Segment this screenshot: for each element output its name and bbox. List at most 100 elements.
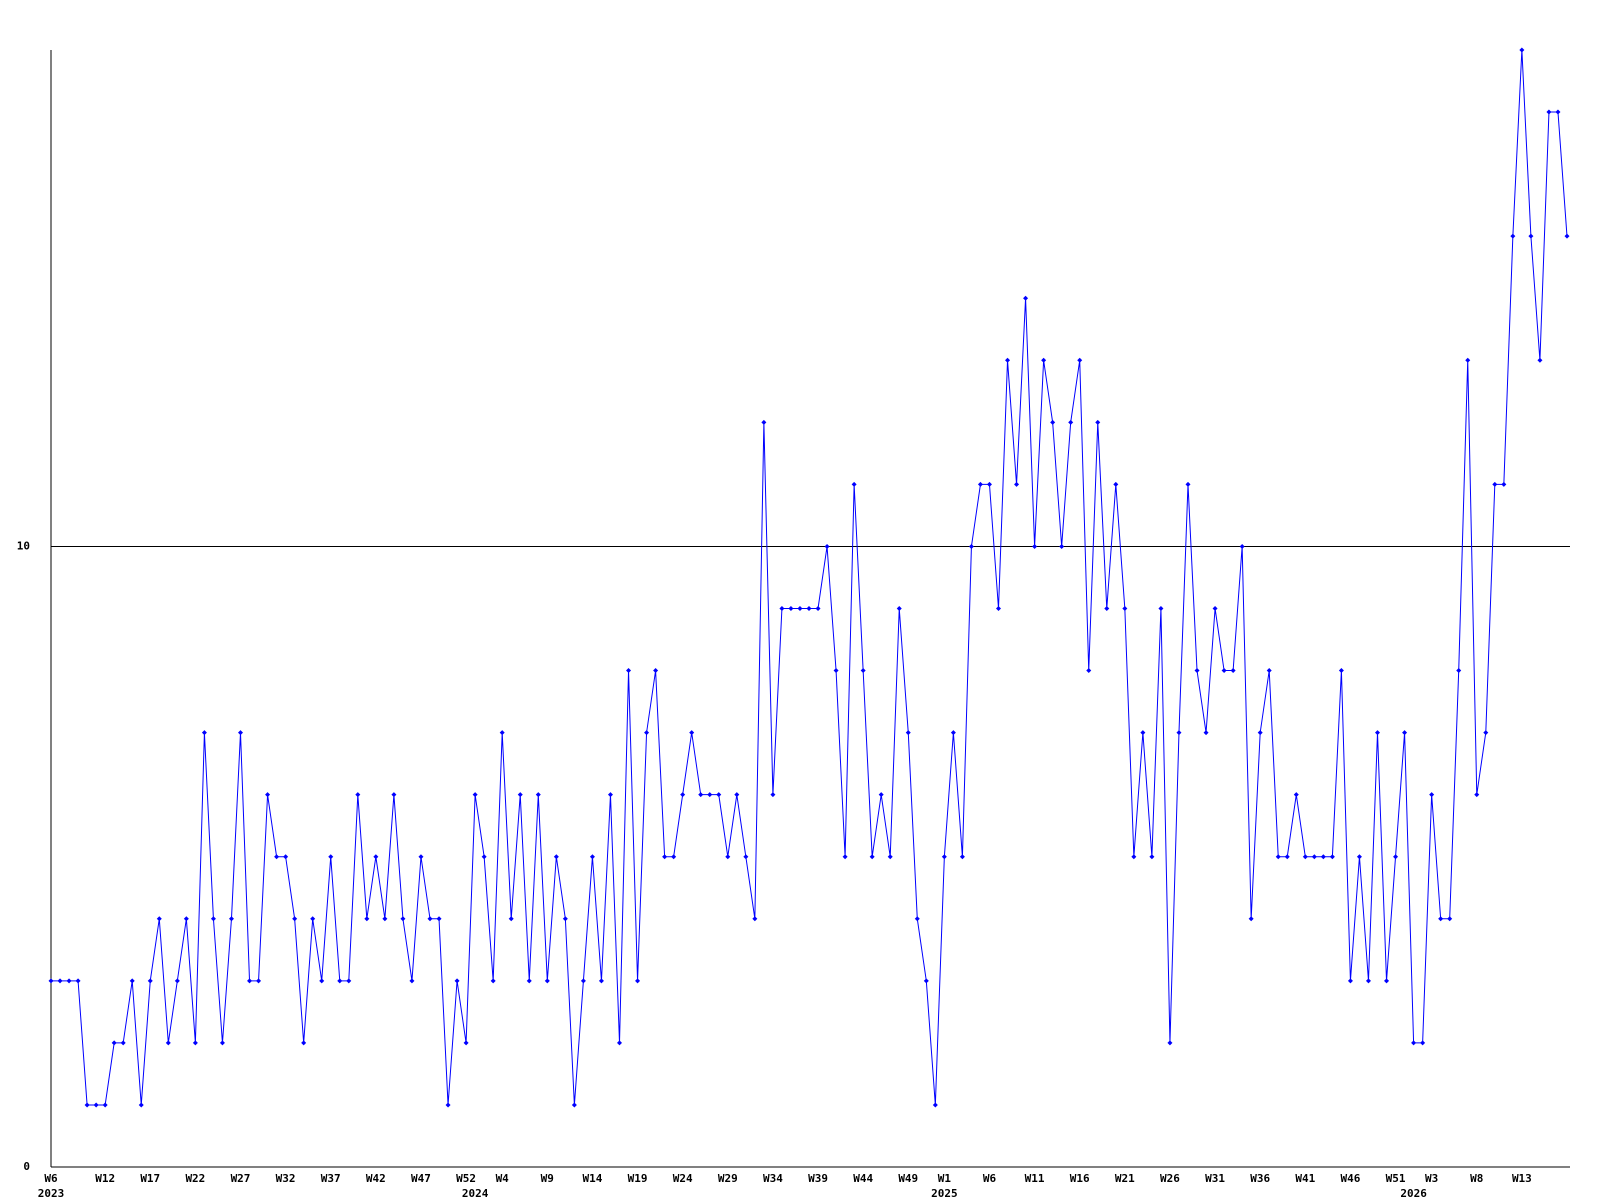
x-tick-label: W16 <box>1070 1172 1090 1185</box>
data-point <box>1411 1040 1417 1046</box>
x-tick-label: W51 <box>1386 1172 1406 1185</box>
data-point <box>1068 419 1074 425</box>
data-point <box>1104 606 1110 611</box>
data-point <box>1032 543 1038 549</box>
x-tick-label: W11 <box>1025 1172 1045 1185</box>
data-point <box>463 1040 469 1046</box>
data-point <box>725 854 731 860</box>
data-point <box>626 668 632 674</box>
data-point <box>1564 233 1570 239</box>
x-tick-label: W39 <box>808 1172 828 1185</box>
data-point <box>490 978 496 984</box>
data-point <box>1528 233 1534 239</box>
data-point <box>544 978 550 984</box>
data-point <box>950 730 956 736</box>
data-point <box>472 792 478 798</box>
data-point <box>1384 978 1390 984</box>
data-point <box>228 916 234 922</box>
data-point <box>409 978 415 984</box>
x-tick-label: W47 <box>411 1172 431 1185</box>
data-point <box>75 978 81 984</box>
data-point <box>1465 357 1471 363</box>
data-point <box>598 978 604 984</box>
data-point <box>589 854 595 860</box>
data-point <box>1555 109 1561 115</box>
data-point <box>914 916 920 922</box>
year-label: 2023 <box>38 1187 65 1200</box>
data-point <box>743 854 749 860</box>
x-tick-label: W19 <box>628 1172 648 1185</box>
data-point <box>1158 606 1164 611</box>
data-point <box>1014 481 1020 487</box>
data-point <box>328 854 334 860</box>
data-point <box>247 978 253 984</box>
data-point <box>183 916 189 922</box>
data-point <box>553 854 559 860</box>
data-point <box>671 854 677 860</box>
data-point <box>129 978 135 984</box>
data-point <box>418 854 424 860</box>
data-point <box>102 1102 108 1108</box>
data-point <box>1005 357 1011 363</box>
data-point <box>1375 730 1380 736</box>
x-tick-label: W8 <box>1470 1172 1483 1185</box>
year-label: 2025 <box>931 1187 958 1200</box>
data-point <box>1221 668 1227 674</box>
data-point <box>959 854 965 860</box>
data-point <box>1113 481 1119 487</box>
data-point <box>842 854 848 860</box>
data-point <box>968 543 974 549</box>
data-point <box>1519 47 1525 53</box>
data-point <box>977 481 983 487</box>
data-point <box>860 668 866 674</box>
data-point <box>256 978 262 984</box>
x-tick-label: W24 <box>673 1172 693 1185</box>
data-point <box>265 792 271 798</box>
data-point <box>562 916 568 922</box>
data-point <box>1230 668 1236 674</box>
x-tick-label: W31 <box>1205 1172 1225 1185</box>
data-point <box>923 978 929 984</box>
data-point <box>1248 916 1254 922</box>
data-point <box>1059 543 1065 549</box>
data-point <box>391 792 397 798</box>
data-point <box>1149 854 1155 860</box>
x-tick-label: W26 <box>1160 1172 1180 1185</box>
data-point <box>662 854 668 860</box>
data-point <box>292 916 298 922</box>
data-point <box>192 1040 198 1046</box>
data-point <box>57 978 63 984</box>
data-point <box>1077 357 1083 363</box>
data-point <box>1546 109 1552 115</box>
data-point <box>1257 730 1263 736</box>
year-label: 2026 <box>1400 1187 1427 1200</box>
data-point <box>1402 730 1408 736</box>
data-point <box>716 792 722 798</box>
data-point <box>1311 854 1317 860</box>
data-point <box>1393 854 1399 860</box>
data-point <box>1320 854 1326 860</box>
data-point <box>707 792 713 798</box>
y-tick-label: 10 <box>17 539 30 552</box>
data-point <box>878 792 884 798</box>
data-point <box>238 730 243 736</box>
data-point <box>986 481 992 487</box>
x-tick-label: W14 <box>582 1172 602 1185</box>
data-point <box>779 606 785 611</box>
data-point <box>1212 606 1218 611</box>
data-point <box>1203 730 1209 736</box>
data-point <box>210 916 216 922</box>
data-point <box>1194 668 1200 674</box>
data-point <box>1239 543 1245 549</box>
data-point <box>752 916 758 922</box>
data-point <box>1329 854 1335 860</box>
data-point <box>1185 481 1191 487</box>
x-tick-label: W1 <box>938 1172 952 1185</box>
x-tick-label: W21 <box>1115 1172 1135 1185</box>
data-point <box>698 792 704 798</box>
data-point <box>93 1102 99 1108</box>
data-point <box>1050 419 1056 425</box>
data-point <box>1356 854 1362 860</box>
data-point <box>301 1040 307 1046</box>
